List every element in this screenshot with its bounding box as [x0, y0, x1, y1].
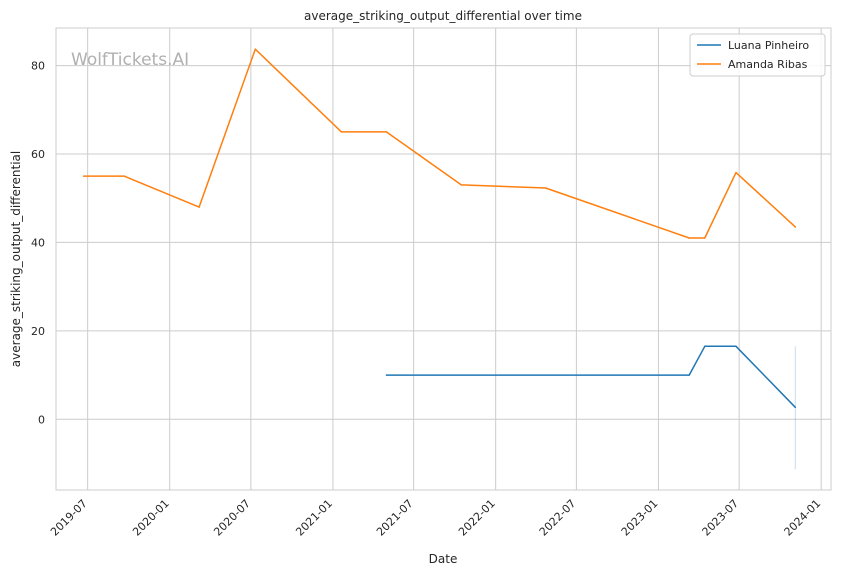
chart-title: average_striking_output_differential ove… [304, 9, 582, 23]
legend-label-amanda-ribas: Amanda Ribas [728, 58, 808, 71]
data-point-amanda-ribas [544, 187, 547, 189]
data-point-amanda-ribas [123, 175, 125, 177]
x-tick-label: 2023-07 [700, 497, 742, 539]
y-axis-ticks: 0 20 40 60 80 [31, 60, 45, 427]
y-axis-label: average_striking_output_differential [9, 151, 23, 367]
x-axis-label: Date [429, 552, 458, 566]
data-point-luana-pinheiro [704, 345, 706, 348]
y-tick-label: 20 [31, 325, 45, 338]
y-tick-label: 60 [31, 148, 45, 161]
data-point-luana-pinheiro [735, 345, 737, 348]
series-line-amanda-ribas [83, 48, 796, 239]
data-point-luana-pinheiro [794, 406, 797, 409]
legend-box [689, 33, 826, 77]
y-tick-label: 80 [31, 60, 45, 73]
x-tick-label: 2019-07 [48, 497, 90, 539]
x-tick-label: 2022-01 [456, 497, 498, 539]
data-point-amanda-ribas [704, 237, 706, 239]
x-tick-label: 2022-07 [537, 497, 579, 539]
data-point-amanda-ribas [340, 131, 343, 133]
data-point-amanda-ribas [735, 171, 737, 174]
series-line-luana-pinheiro [386, 345, 796, 408]
x-tick-label: 2020-01 [130, 497, 172, 539]
data-point-luana-pinheiro [688, 374, 690, 376]
data-point-amanda-ribas [385, 131, 388, 133]
y-tick-label: 40 [31, 236, 45, 249]
x-tick-label: 2020-07 [211, 497, 253, 539]
data-point-amanda-ribas [460, 184, 463, 186]
data-point-amanda-ribas [688, 237, 690, 239]
x-tick-label: 2021-01 [293, 497, 335, 539]
data-point-amanda-ribas [198, 206, 200, 208]
x-tick-label: 2023-01 [619, 497, 661, 539]
y-tick-label: 0 [38, 413, 45, 426]
data-point-amanda-ribas [254, 48, 257, 50]
grid-lines [56, 28, 831, 490]
data-point-amanda-ribas [82, 175, 85, 177]
x-axis-ticks: 2019-07 2020-01 2020-07 2021-01 2021-07 2022-… [48, 497, 823, 539]
watermark: WolfTickets.AI [71, 50, 189, 70]
series-layer [82, 48, 797, 470]
legend-label-luana-pinheiro: Luana Pinheiro [728, 39, 809, 52]
x-tick-label: 2021-07 [374, 497, 416, 539]
data-point-amanda-ribas [794, 226, 797, 228]
data-point-luana-pinheiro [385, 374, 388, 376]
legend: Luana Pinheiro Amanda Ribas [689, 33, 826, 77]
plot-area-frame [55, 27, 832, 491]
x-tick-label: 2024-01 [782, 497, 824, 539]
